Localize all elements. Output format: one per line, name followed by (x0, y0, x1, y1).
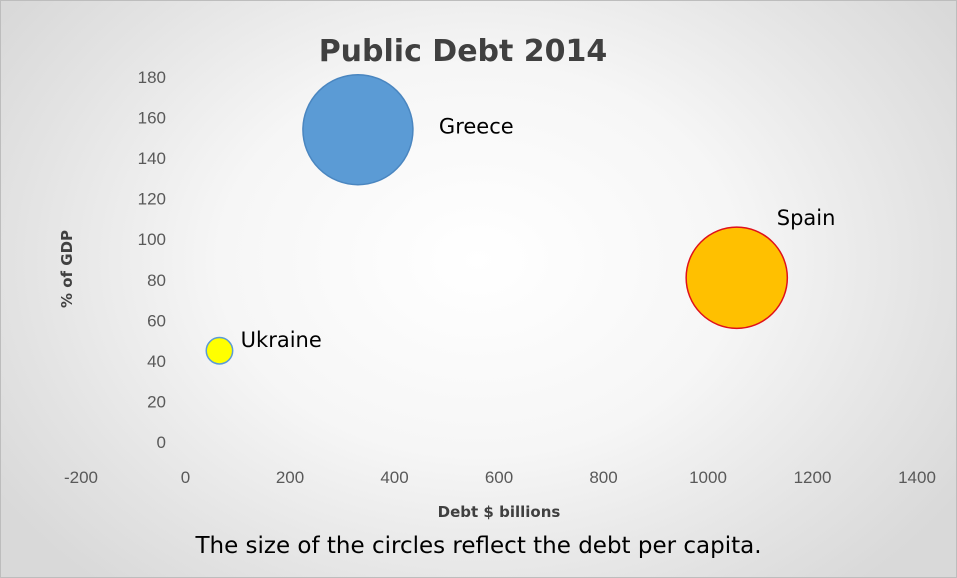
bubble-greece (302, 73, 414, 186)
x-tick-label: 200 (276, 468, 304, 487)
x-tick-label: 1200 (794, 468, 832, 487)
y-axis-label: % of GDP (58, 230, 76, 308)
y-tick-label: 100 (138, 230, 166, 249)
y-tick-label: 40 (147, 352, 166, 371)
chart-title: Public Debt 2014 (319, 34, 608, 69)
bubble-label-spain: Spain (777, 206, 836, 230)
bubble-label-ukraine: Ukraine (241, 328, 322, 352)
y-tick-label: 60 (147, 311, 166, 330)
y-tick-label: 180 (138, 68, 166, 87)
x-tick-label: 0 (181, 468, 190, 487)
y-tick-label: 140 (138, 149, 166, 168)
y-tick-label: 120 (138, 190, 166, 209)
x-axis-ticks: -200 0 200 400 600 800 1000 1200 1400 (64, 468, 936, 487)
y-tick-label: 80 (147, 271, 166, 290)
x-tick-label: 1000 (689, 468, 727, 487)
x-tick-label: -200 (64, 468, 98, 487)
y-tick-label: 20 (147, 392, 166, 411)
y-tick-label: 0 (157, 433, 166, 452)
y-tick-label: 160 (138, 109, 166, 128)
x-tick-label: 400 (380, 468, 408, 487)
chart-caption: The size of the circles reflect the debt… (195, 533, 762, 559)
x-tick-label: 600 (485, 468, 513, 487)
y-axis-ticks: 0 20 40 60 80 100 120 140 160 180 (138, 68, 166, 452)
bubble-label-greece: Greece (439, 115, 514, 139)
bubble-spain (685, 226, 789, 330)
x-tick-label: 1400 (898, 468, 936, 487)
bubble-chart: Public Debt 2014 0 20 40 60 80 100 120 140 160 18… (58, 34, 936, 521)
bubble-labels: Greece Spain Ukraine (241, 115, 836, 352)
x-axis-label: Debt $ billions (438, 503, 561, 521)
bubble-ukraine (205, 336, 234, 365)
bubble-series (205, 73, 789, 365)
x-tick-label: 800 (589, 468, 617, 487)
